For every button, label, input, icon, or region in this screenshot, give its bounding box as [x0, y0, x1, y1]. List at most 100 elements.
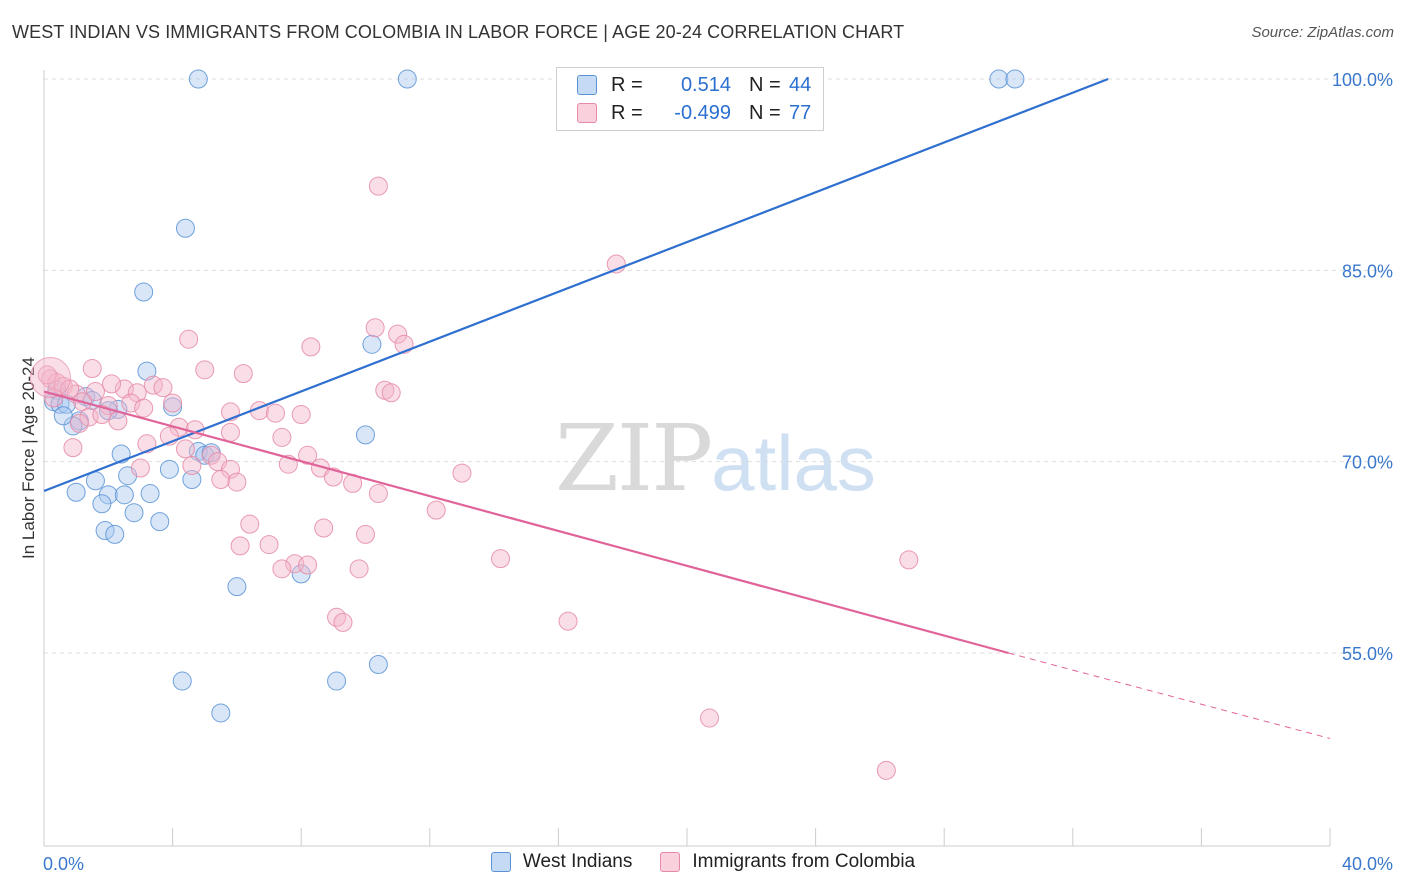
data-point-west-indians: [140, 484, 160, 504]
data-point-colombia: [899, 550, 919, 570]
data-point-colombia: [69, 413, 89, 433]
data-point-colombia: [323, 467, 343, 487]
data-point-west-indians: [188, 69, 208, 89]
data-point-colombia: [230, 536, 250, 556]
data-point-colombia: [121, 393, 141, 413]
series-legend: West Indians Immigrants from Colombia: [0, 851, 1406, 873]
data-point-colombia: [327, 607, 347, 627]
data-point-colombia: [108, 411, 128, 431]
data-point-colombia: [452, 463, 472, 483]
data-point-west-indians: [362, 334, 382, 354]
data-point-colombia: [130, 458, 150, 478]
data-point-colombia: [298, 445, 318, 465]
source-label: Source: ZipAtlas.com: [1251, 24, 1394, 41]
data-point-west-indians: [182, 470, 202, 490]
data-point-colombia: [92, 404, 112, 424]
stats-legend-row-west-indians: R = 0.514 N = 44: [557, 72, 811, 98]
y-tick-label: 70.0%: [1342, 453, 1393, 473]
data-point-colombia: [259, 535, 279, 555]
data-point-colombia: [349, 559, 369, 579]
data-point-colombia: [356, 524, 375, 544]
legend-r-label: R =: [611, 73, 643, 96]
data-point-colombia: [240, 514, 260, 534]
data-point-colombia: [37, 365, 57, 385]
data-point-colombia: [381, 383, 401, 403]
y-axis-label: In Labor Force | Age 20-24: [19, 357, 38, 559]
data-point-colombia: [491, 549, 511, 569]
data-point-west-indians: [368, 654, 388, 674]
data-point-colombia: [82, 359, 102, 379]
data-point-west-indians: [989, 69, 1009, 89]
watermark: ZIPatlas: [555, 405, 876, 512]
data-point-colombia: [301, 337, 321, 357]
data-point-colombia: [227, 472, 247, 492]
data-point-colombia: [63, 438, 83, 458]
data-point-colombia: [175, 439, 195, 459]
trend-line-colombia: [43, 390, 1009, 655]
data-point-colombia: [700, 708, 720, 728]
legend-r-value: -0.499: [674, 101, 731, 124]
data-point-west-indians: [211, 703, 231, 723]
data-point-west-indians: [114, 485, 134, 505]
data-point-colombia: [272, 427, 292, 447]
data-point-west-indians: [66, 482, 86, 502]
legend-swatch-blue: [490, 852, 511, 872]
data-point-colombia: [220, 422, 240, 442]
y-tick-label: 85.0%: [1342, 261, 1393, 281]
data-point-west-indians: [356, 425, 375, 445]
data-point-west-indians: [137, 361, 157, 381]
series-legend-item-west-indians: West Indians: [490, 851, 633, 873]
data-point-west-indians: [92, 494, 112, 514]
legend-n-value: 77: [789, 101, 812, 124]
data-point-west-indians: [172, 671, 192, 691]
y-tick-label: 55.0%: [1342, 644, 1393, 664]
x-tick-label: 40.0%: [1342, 854, 1393, 874]
watermark-atlas: atlas: [711, 419, 876, 507]
data-point-colombia: [298, 555, 318, 575]
data-point-west-indians: [227, 577, 247, 597]
data-point-colombia: [365, 318, 385, 338]
stats-legend-row-colombia: R = -0.499 N = 77: [557, 100, 811, 126]
series-legend-label: West Indians: [522, 851, 633, 872]
data-point-colombia: [426, 500, 446, 520]
data-point-colombia: [179, 329, 199, 349]
data-point-colombia: [291, 404, 311, 424]
legend-swatch-blue: [577, 75, 597, 95]
data-point-colombia: [368, 484, 388, 504]
data-point-west-indians: [53, 406, 73, 426]
data-point-west-indians: [1005, 69, 1025, 89]
data-point-west-indians: [124, 503, 144, 523]
data-point-colombia: [29, 356, 71, 398]
chart-title: WEST INDIAN VS IMMIGRANTS FROM COLOMBIA …: [12, 22, 905, 42]
legend-r-label: R =: [611, 101, 643, 124]
data-point-colombia: [220, 459, 240, 479]
legend-swatch-pink: [660, 852, 681, 872]
data-point-west-indians: [95, 521, 115, 541]
x-tick-label: 0.0%: [43, 854, 84, 874]
data-point-colombia: [134, 398, 154, 418]
data-point-west-indians: [397, 69, 417, 89]
legend-n-label: N =: [749, 101, 781, 124]
data-point-colombia: [558, 611, 578, 631]
data-point-colombia: [85, 382, 105, 402]
data-point-colombia: [333, 612, 353, 632]
data-point-colombia: [265, 403, 285, 423]
data-point-colombia: [876, 760, 896, 780]
legend-swatch-pink: [577, 103, 597, 123]
data-point-west-indians: [159, 459, 179, 479]
data-point-colombia: [233, 364, 253, 384]
legend-r-value: 0.514: [680, 73, 731, 96]
data-point-west-indians: [175, 218, 195, 238]
data-point-west-indians: [327, 671, 347, 691]
data-point-colombia: [195, 360, 215, 380]
y-tick-label: 100.0%: [1332, 70, 1393, 90]
data-point-colombia: [114, 379, 134, 399]
data-point-colombia: [368, 176, 388, 196]
data-point-colombia: [153, 378, 173, 398]
legend-n-value: 44: [789, 73, 812, 96]
series-legend-item-colombia: Immigrants from Colombia: [660, 851, 915, 873]
watermark-zip: ZIP: [555, 405, 713, 512]
data-point-colombia: [388, 324, 408, 344]
legend-n-label: N =: [749, 73, 781, 96]
